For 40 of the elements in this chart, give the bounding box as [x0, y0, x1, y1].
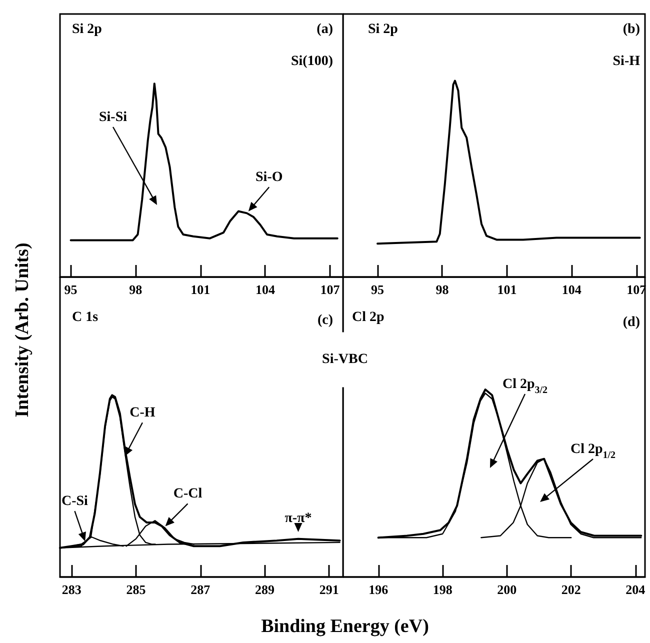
chart-title: Si 2p — [72, 22, 102, 38]
annotation: π-π* — [284, 511, 312, 526]
annotation: Cl 2p$_{3/2}$ — [502, 377, 548, 396]
x-tick-label: 101 — [497, 282, 517, 297]
x-tick-label: 101 — [190, 282, 210, 297]
x-tick-label: 289 — [255, 582, 276, 597]
y-axis-title: Intensity (Arb. Units) — [12, 242, 34, 418]
text: Si-VBC — [322, 352, 368, 368]
x-tick-label: 95 — [371, 282, 385, 297]
x-tick-label: 198 — [432, 582, 453, 597]
text: (d) — [622, 315, 640, 330]
annotation: C-H — [130, 406, 156, 421]
x-tick-label: 98 — [436, 282, 450, 297]
chart-title: Si 2p — [368, 22, 398, 38]
annotation: Si-O — [256, 170, 283, 186]
x-tick-label: 107 — [320, 282, 340, 297]
x-tick-label: 196 — [368, 582, 389, 597]
x-tick-label: 95 — [64, 282, 78, 297]
text: (a) — [316, 22, 334, 38]
x-tick-label: 285 — [126, 582, 146, 597]
text: Si-H — [612, 54, 640, 70]
x-tick-label: 291 — [319, 582, 339, 597]
annotation: Si-Si — [98, 110, 128, 126]
x-tick-label: 104 — [562, 282, 582, 297]
annotation: C-Cl — [173, 486, 202, 502]
x-tick-label: 204 — [626, 582, 646, 597]
annotation: Cl 2p$_{1/2}$ — [570, 442, 616, 461]
chart-title: C 1s — [72, 310, 99, 326]
text: (b) — [622, 22, 640, 38]
annotation: C-Si — [61, 494, 88, 510]
text: Si(100) — [291, 54, 334, 70]
text: (c) — [317, 313, 334, 328]
x-axis-title: Binding Energy (eV) — [261, 616, 429, 638]
x-tick-label: 98 — [129, 282, 143, 297]
x-tick-label: 287 — [190, 582, 211, 597]
x-tick-label: 202 — [561, 582, 581, 597]
x-tick-label: 200 — [497, 582, 517, 597]
x-tick-label: 104 — [255, 282, 276, 297]
x-tick-label: 283 — [62, 582, 82, 597]
chart-title: Cl 2p — [352, 310, 384, 326]
